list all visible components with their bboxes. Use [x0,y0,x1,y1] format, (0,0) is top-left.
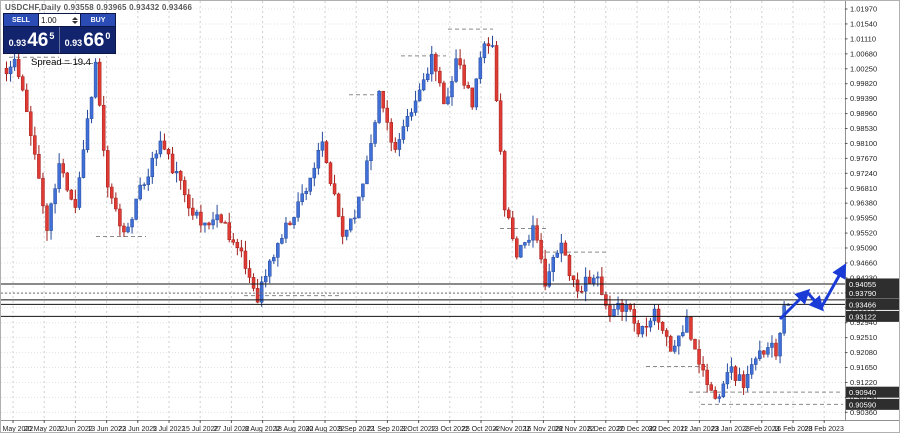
svg-text:0.99820: 0.99820 [850,79,877,88]
svg-text:5 Jul 2022: 5 Jul 2022 [153,426,185,433]
volume-spin-buttons[interactable] [72,16,78,24]
svg-text:8 Dec 2022: 8 Dec 2022 [588,426,624,433]
spread-label: Spread = 19.4 [31,57,91,68]
svg-text:0.92510: 0.92510 [850,333,877,342]
svg-text:1.01970: 1.01970 [850,5,877,14]
ask-price-pips: 66 [83,30,105,51]
volume-decrease-icon[interactable] [72,20,78,24]
svg-text:1.00680: 1.00680 [850,49,877,58]
bid-price-point: 5 [49,31,55,41]
svg-text:8 Aug 2022: 8 Aug 2022 [245,426,281,433]
svg-text:0.95950: 0.95950 [850,214,877,223]
one-click-trading-panel: SELL 1.00 BUY 0.93 46 5 0.93 66 0 [3,13,116,54]
svg-text:0.93790: 0.93790 [849,289,876,298]
svg-text:0.96810: 0.96810 [850,184,877,193]
svg-text:1.01540: 1.01540 [850,19,877,28]
svg-text:0.98100: 0.98100 [850,139,877,148]
svg-text:21 Sep 2022: 21 Sep 2022 [368,426,408,433]
svg-text:0.92940: 0.92940 [850,318,877,327]
svg-text:23 Jun 2022: 23 Jun 2022 [119,426,158,433]
svg-text:0.93466: 0.93466 [849,300,876,309]
svg-text:4 Nov 2022: 4 Nov 2022 [494,426,530,433]
svg-text:0.94660: 0.94660 [850,258,877,267]
svg-text:10 May 2022: 10 May 2022 [1,426,33,433]
svg-text:1.00250: 1.00250 [850,64,877,73]
svg-text:0.97240: 0.97240 [850,169,877,178]
svg-text:30 Aug 2022: 30 Aug 2022 [305,426,344,433]
svg-text:28 Nov 2022: 28 Nov 2022 [555,426,595,433]
svg-text:0.90590: 0.90590 [849,400,876,409]
volume-value: 1.00 [41,15,57,25]
bid-price-major: 0.93 [8,38,27,48]
svg-text:0.96380: 0.96380 [850,199,877,208]
svg-text:0.95520: 0.95520 [850,229,877,238]
svg-text:15 Jul 2022: 15 Jul 2022 [182,426,218,433]
ask-price[interactable]: 0.93 66 0 [60,27,115,53]
svg-text:0.95090: 0.95090 [850,244,877,253]
svg-text:20 May 2022: 20 May 2022 [24,426,65,433]
volume-stepper[interactable]: 1.00 [38,14,81,26]
svg-text:0.91650: 0.91650 [850,363,877,372]
trade-actions-row: SELL 1.00 BUY [4,14,115,27]
svg-text:23 Jan 2023: 23 Jan 2023 [711,426,750,433]
ask-price-major: 0.93 [64,38,83,48]
svg-text:0.90940: 0.90940 [849,388,876,397]
svg-text:0.98960: 0.98960 [850,109,877,118]
svg-text:0.92080: 0.92080 [850,348,877,357]
svg-text:0.90360: 0.90360 [850,408,877,417]
svg-text:0.98530: 0.98530 [850,124,877,133]
svg-text:0.97670: 0.97670 [850,154,877,163]
svg-text:0.94230: 0.94230 [850,273,877,282]
svg-text:16 Feb 2023: 16 Feb 2023 [773,426,812,433]
bid-price[interactable]: 0.93 46 5 [4,27,60,53]
svg-text:0.99390: 0.99390 [850,94,877,103]
buy-button[interactable]: BUY [81,14,115,26]
svg-text:25 Oct 2022: 25 Oct 2022 [462,426,500,433]
svg-text:9 Sep 2022: 9 Sep 2022 [338,426,374,433]
chart-symbol-title: USDCHF,Daily 0.93558 0.93965 0.93432 0.9… [5,3,193,12]
svg-text:18 Aug 2022: 18 Aug 2022 [274,426,313,433]
svg-text:13 Jun 2022: 13 Jun 2022 [87,426,126,433]
svg-text:11 Jan 2023: 11 Jan 2023 [680,426,718,433]
svg-text:30 Dec 2022: 30 Dec 2022 [648,426,688,433]
svg-text:16 Nov 2022: 16 Nov 2022 [524,426,564,433]
svg-text:28 Feb 2023: 28 Feb 2023 [805,426,844,433]
svg-text:27 Jul 2022: 27 Jul 2022 [213,426,249,433]
svg-text:0.94055: 0.94055 [849,280,876,289]
svg-text:13 Oct 2022: 13 Oct 2022 [431,426,469,433]
svg-text:0.91220: 0.91220 [850,378,877,387]
svg-text:1 Jun 2022: 1 Jun 2022 [58,426,93,433]
bid-price-pips: 46 [27,30,49,51]
svg-text:0.93122: 0.93122 [849,312,876,321]
volume-increase-icon[interactable] [72,16,78,20]
quote-row: 0.93 46 5 0.93 66 0 [4,27,115,53]
ask-price-point: 0 [105,31,111,41]
svg-text:2 Feb 2023: 2 Feb 2023 [744,426,780,433]
svg-text:20 Dec 2022: 20 Dec 2022 [617,426,657,433]
sell-button[interactable]: SELL [4,14,38,26]
svg-text:1.01110: 1.01110 [850,34,876,43]
svg-text:3 Oct 2022: 3 Oct 2022 [401,426,435,433]
